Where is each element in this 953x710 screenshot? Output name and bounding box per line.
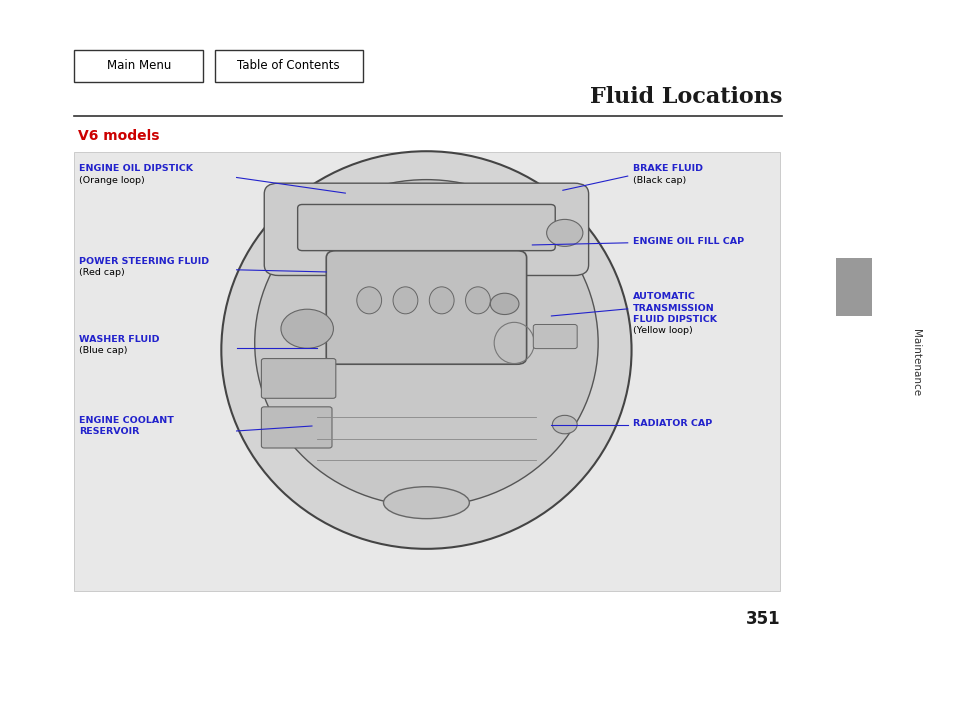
FancyBboxPatch shape — [261, 407, 332, 448]
FancyBboxPatch shape — [297, 204, 555, 251]
Ellipse shape — [254, 180, 598, 506]
FancyBboxPatch shape — [74, 152, 780, 591]
Ellipse shape — [383, 487, 469, 518]
FancyBboxPatch shape — [261, 359, 335, 398]
Text: FLUID DIPSTICK: FLUID DIPSTICK — [632, 315, 716, 324]
Text: ENGINE OIL FILL CAP: ENGINE OIL FILL CAP — [632, 237, 742, 246]
Text: (Blue cap): (Blue cap) — [79, 346, 128, 355]
Text: Fluid Locations: Fluid Locations — [589, 86, 781, 108]
Text: ENGINE OIL DIPSTICK: ENGINE OIL DIPSTICK — [79, 165, 193, 173]
Ellipse shape — [356, 287, 381, 314]
Text: V6 models: V6 models — [78, 129, 159, 143]
Ellipse shape — [393, 287, 417, 314]
Text: WASHER FLUID: WASHER FLUID — [79, 335, 159, 344]
Text: AUTOMATIC: AUTOMATIC — [632, 293, 695, 301]
Text: RESERVOIR: RESERVOIR — [79, 427, 139, 436]
Text: TRANSMISSION: TRANSMISSION — [632, 304, 714, 312]
FancyBboxPatch shape — [533, 324, 577, 349]
FancyBboxPatch shape — [74, 50, 203, 82]
Text: ENGINE COOLANT: ENGINE COOLANT — [79, 416, 173, 425]
Ellipse shape — [221, 151, 631, 549]
Ellipse shape — [490, 293, 518, 315]
Text: Maintenance: Maintenance — [910, 329, 920, 395]
FancyBboxPatch shape — [835, 258, 871, 316]
Ellipse shape — [552, 415, 577, 434]
Text: (Red cap): (Red cap) — [79, 268, 125, 277]
Ellipse shape — [280, 309, 334, 348]
Text: Main Menu: Main Menu — [107, 59, 171, 72]
Text: 351: 351 — [745, 610, 780, 628]
Ellipse shape — [429, 287, 454, 314]
Text: RADIATOR CAP: RADIATOR CAP — [632, 420, 711, 428]
Text: POWER STEERING FLUID: POWER STEERING FLUID — [79, 257, 209, 266]
FancyBboxPatch shape — [264, 183, 588, 275]
Ellipse shape — [465, 287, 490, 314]
Text: (Yellow loop): (Yellow loop) — [632, 327, 692, 335]
FancyBboxPatch shape — [326, 251, 526, 364]
Text: (Orange loop): (Orange loop) — [79, 176, 145, 185]
Ellipse shape — [546, 219, 582, 246]
Text: Table of Contents: Table of Contents — [237, 59, 339, 72]
FancyBboxPatch shape — [214, 50, 362, 82]
Text: (Black cap): (Black cap) — [632, 176, 685, 185]
Text: BRAKE FLUID: BRAKE FLUID — [632, 165, 701, 173]
